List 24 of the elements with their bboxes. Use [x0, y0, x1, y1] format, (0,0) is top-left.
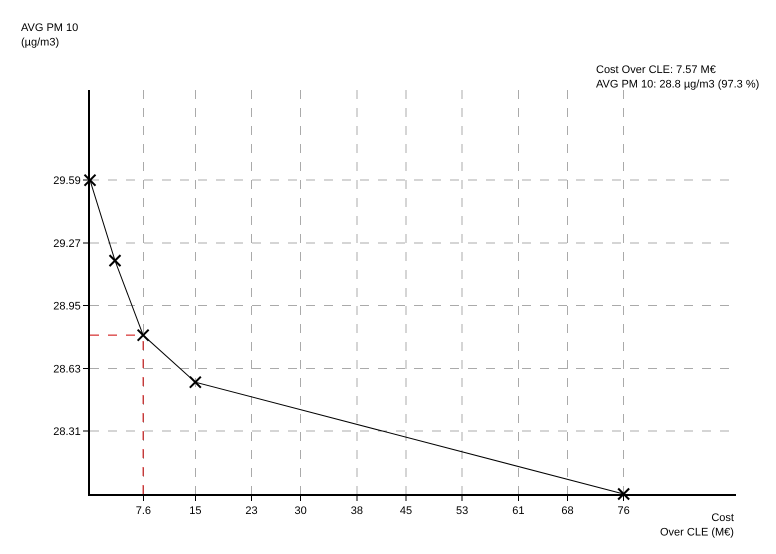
- y-tick-label: 29.59: [53, 175, 81, 188]
- y-tick-label: 28.31: [53, 426, 81, 438]
- x-tick-label: 7.6: [136, 505, 152, 518]
- point: [84, 174, 96, 187]
- point: [136, 328, 150, 342]
- x-tick-label: 53: [456, 505, 468, 518]
- point: [108, 254, 122, 268]
- y-tick-label: 29.27: [53, 238, 81, 250]
- x-tick-label: 45: [400, 505, 412, 518]
- x-tick-label: 68: [561, 505, 574, 518]
- x-tick-label: 23: [245, 505, 258, 518]
- x-axis-title: Cost Over CLE (M€): [660, 512, 734, 538]
- x-tick-label: 61: [512, 505, 524, 518]
- x-tick-label: 15: [189, 505, 202, 518]
- x-tick-label: 30: [294, 505, 307, 518]
- annotation: AVG PM 10: 28.8 µg/m3 (97.3 %): [596, 78, 760, 90]
- point: [617, 488, 630, 500]
- x-tick-label: 38: [350, 505, 363, 518]
- x-tick-label: 76: [618, 505, 630, 518]
- text: Cost Over CLE: 7.57 M€: [596, 64, 716, 76]
- y-tick-label: 28.95: [53, 300, 81, 313]
- y-axis-title: AVG PM 10 (µg/m3): [21, 22, 78, 48]
- point: [188, 376, 202, 389]
- y-tick-label: 28.63: [53, 363, 81, 376]
